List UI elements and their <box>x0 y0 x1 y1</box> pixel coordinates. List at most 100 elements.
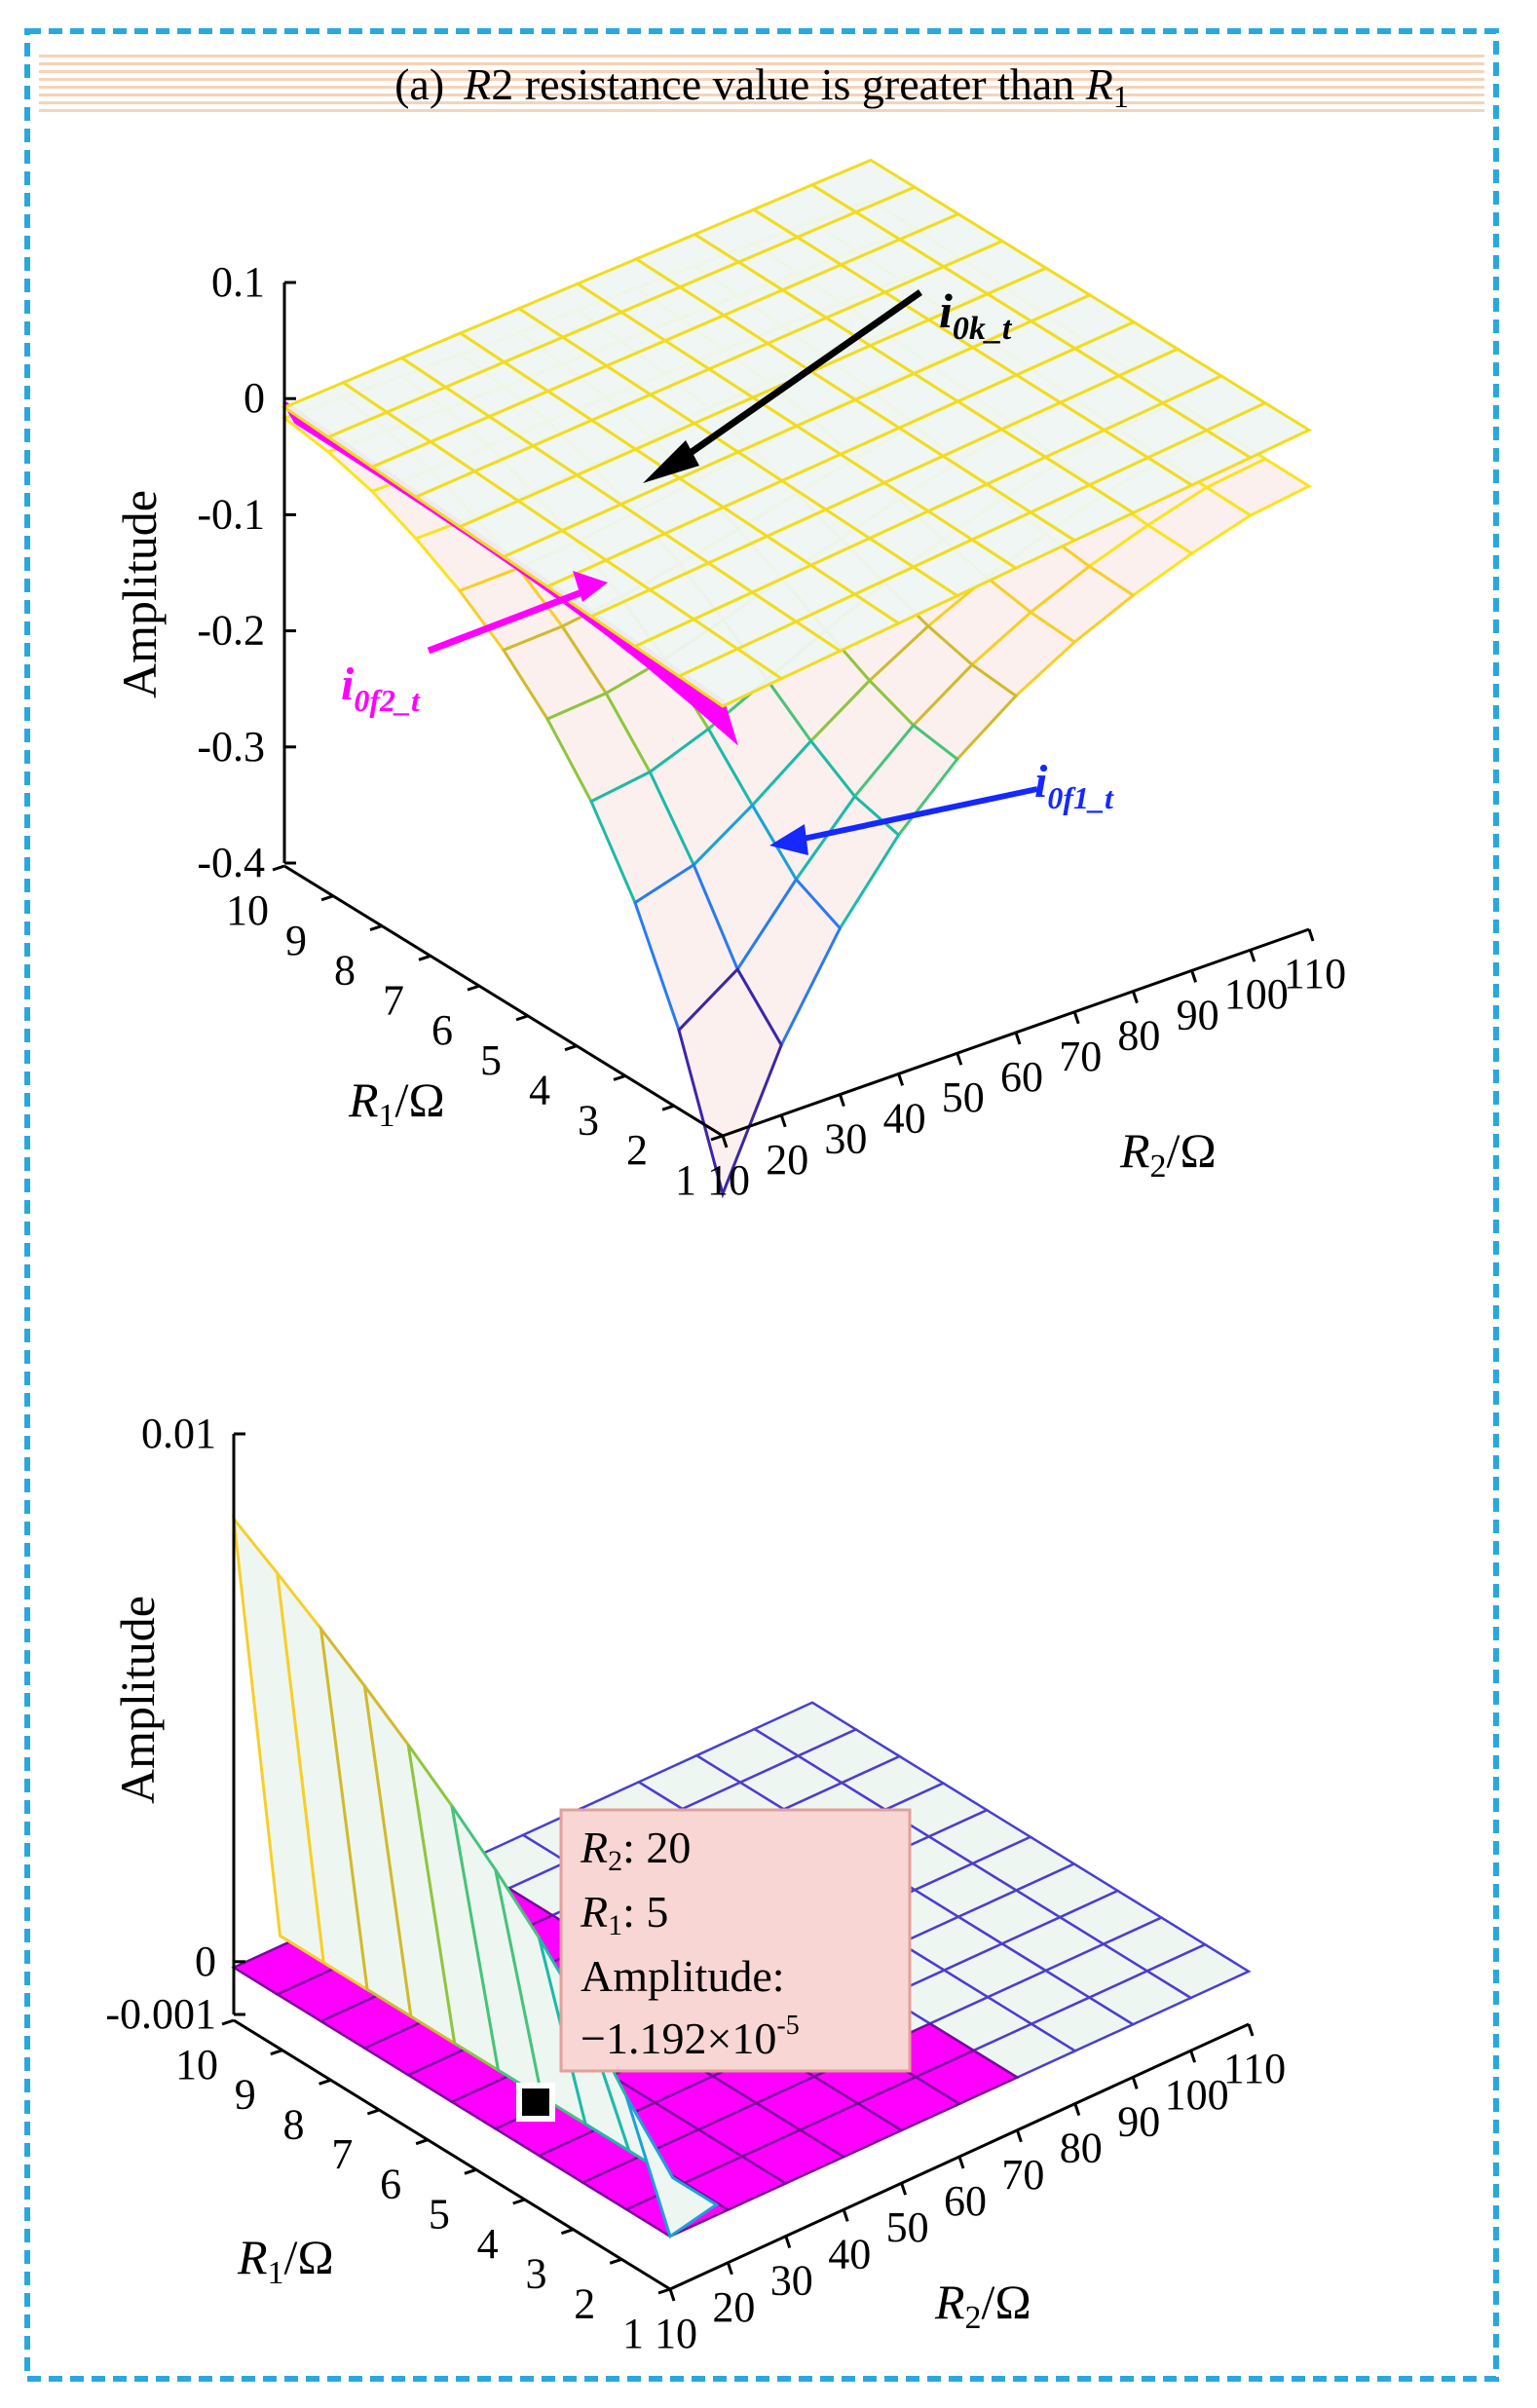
top-y-tick-label: 6 <box>431 1006 453 1054</box>
bottom-z-tick-label: 0 <box>195 1938 216 1985</box>
top-z-tick-label: -0.4 <box>197 839 265 886</box>
top-z-axis-label: Amplitude <box>112 490 167 698</box>
top-x-tick <box>1072 1011 1080 1025</box>
top-x-tick-label: 70 <box>1059 1033 1102 1080</box>
top-y-tick-label: 4 <box>529 1067 550 1114</box>
bottom-y-tick <box>464 2167 477 2175</box>
figure-title: (a) R2 resistance value is greater than R… <box>394 59 1129 114</box>
top-y-tick-label: 5 <box>480 1036 502 1084</box>
bottom-y-tick <box>270 2049 283 2056</box>
top-y-tick-label: 1 <box>675 1156 696 1204</box>
top-x-tick <box>897 1072 905 1086</box>
bottom-x-tick-label: 80 <box>1060 2125 1103 2172</box>
top-x-tick-label: 90 <box>1177 991 1219 1038</box>
bottom-y-tick-label: 5 <box>429 2190 450 2238</box>
bottom-x-tick <box>900 2182 908 2196</box>
bottom-y-tick <box>221 2018 235 2026</box>
bottom-x-tick-label: 90 <box>1117 2097 1160 2145</box>
top-surface-chart: 0.10-0.1-0.2-0.3-0.410 20 30 40 50 60 70 80 90 10… <box>112 158 1346 1204</box>
bottom-y-tick <box>319 2078 332 2086</box>
top-y-tick <box>564 1044 578 1052</box>
datatip-marker[interactable] <box>522 2088 549 2116</box>
top-y-tick <box>272 864 285 872</box>
top-x-tick-label: 10 <box>707 1156 750 1204</box>
top-y-tick-label: 9 <box>285 917 307 964</box>
top-y-tick <box>613 1074 626 1081</box>
bottom-x-tick-label: 10 <box>655 2310 697 2357</box>
top-x-tick-label: 30 <box>824 1115 867 1163</box>
arrow-i0f1-head <box>769 824 808 855</box>
top-x-tick-label: 110 <box>1284 950 1346 997</box>
bottom-y-axis-label: R1/Ω <box>237 2230 334 2291</box>
bottom-y-tick-label: 7 <box>331 2130 353 2178</box>
top-y-tick-label: 3 <box>578 1096 599 1144</box>
bottom-x-tick <box>1073 2103 1081 2117</box>
top-x-tick-label: 50 <box>942 1073 985 1121</box>
bottom-x-tick-label: 100 <box>1165 2071 1229 2119</box>
datatip-y: R1: 5 <box>580 1887 668 1941</box>
bottom-z-axis-label: Amplitude <box>110 1596 165 1804</box>
top-x-tick <box>1249 949 1256 962</box>
top-z-tick-label: -0.2 <box>197 607 265 655</box>
top-y-tick-label: 8 <box>334 947 356 995</box>
bottom-y-tick-label: 9 <box>235 2071 256 2119</box>
bottom-x-tick <box>668 2288 676 2302</box>
bottom-axes: 0.010-0.00110203040506070809010011012345… <box>105 1410 1286 2357</box>
bottom-x-tick <box>1131 2076 1139 2089</box>
top-x-tick <box>1307 928 1315 942</box>
figure-frame <box>24 28 1499 2382</box>
datatip-box <box>559 1808 912 2073</box>
top-x-tick <box>838 1094 845 1108</box>
top-z-tick-label: 0.1 <box>211 258 265 306</box>
top-x-tick <box>956 1052 963 1066</box>
bottom-y-tick-label: 1 <box>622 2310 644 2357</box>
top-y-tick <box>661 1104 675 1111</box>
top-y-tick <box>320 894 334 902</box>
bottom-x-tick <box>957 2156 965 2169</box>
bottom-y-tick-label: 8 <box>283 2100 305 2148</box>
bottom-y-axis <box>233 2018 671 2291</box>
bottom-x-tick <box>842 2208 849 2222</box>
top-x-tick-label: 40 <box>883 1094 926 1142</box>
top-y-tick <box>369 924 383 931</box>
bottom-x-tick-label: 110 <box>1223 2045 1286 2092</box>
datatip[interactable]: R2: 20 R1: 5 Amplitude: −1.192×10-5 <box>559 1808 912 2073</box>
top-x-tick <box>1131 991 1139 1004</box>
top-x-tick <box>1190 969 1198 983</box>
bottom-y-tick-label: 4 <box>477 2220 499 2268</box>
bottom-x-tick-label: 60 <box>944 2177 987 2225</box>
bottom-y-tick <box>415 2138 429 2146</box>
arrow-i0f1 <box>798 786 1038 843</box>
bottom-x-tick-label: 50 <box>886 2203 929 2251</box>
bottom-y-tick <box>366 2108 380 2116</box>
top-x-tick-label: 60 <box>1000 1053 1043 1101</box>
bottom-x-tick-label: 30 <box>770 2257 813 2305</box>
bottom-y-tick-label: 6 <box>380 2161 401 2208</box>
surface-f1-cell <box>677 966 783 1199</box>
arrow-i0f2 <box>427 584 594 655</box>
top-y-tick <box>515 1014 529 1022</box>
bottom-x-axis-label: R2/Ω <box>934 2275 1031 2336</box>
bottom-z-tick-label: 0.01 <box>141 1410 216 1457</box>
top-x-axis-label: R2/Ω <box>1119 1123 1217 1185</box>
bottom-y-tick-label: 2 <box>574 2279 595 2327</box>
bottom-x-tick <box>784 2236 792 2249</box>
top-y-tick-label: 2 <box>626 1126 648 1174</box>
label-i0k: i0k_t <box>939 283 1013 347</box>
bottom-z-tick-label: -0.001 <box>105 1990 216 2038</box>
top-y-tick <box>418 954 431 961</box>
surface-k-cell <box>675 647 785 708</box>
datatip-z-value: −1.192×10-5 <box>581 2011 800 2063</box>
bottom-y-tick <box>657 2287 671 2295</box>
bottom-y-tick-label: 3 <box>525 2250 546 2298</box>
bottom-y-tick-label: 10 <box>175 2041 218 2088</box>
top-z-tick-label: 0 <box>244 374 265 422</box>
top-z-tick-label: -0.3 <box>197 723 265 771</box>
bottom-x-tick-label: 40 <box>828 2230 871 2277</box>
bottom-x-tick-label: 20 <box>712 2283 755 2331</box>
top-y-tick <box>467 984 480 992</box>
top-y-axis <box>283 864 724 1138</box>
top-y-axis-label: R1/Ω <box>348 1072 445 1134</box>
bottom-surface-chart: 0.010-0.00110203040506070809010011012345… <box>105 1410 1286 2357</box>
